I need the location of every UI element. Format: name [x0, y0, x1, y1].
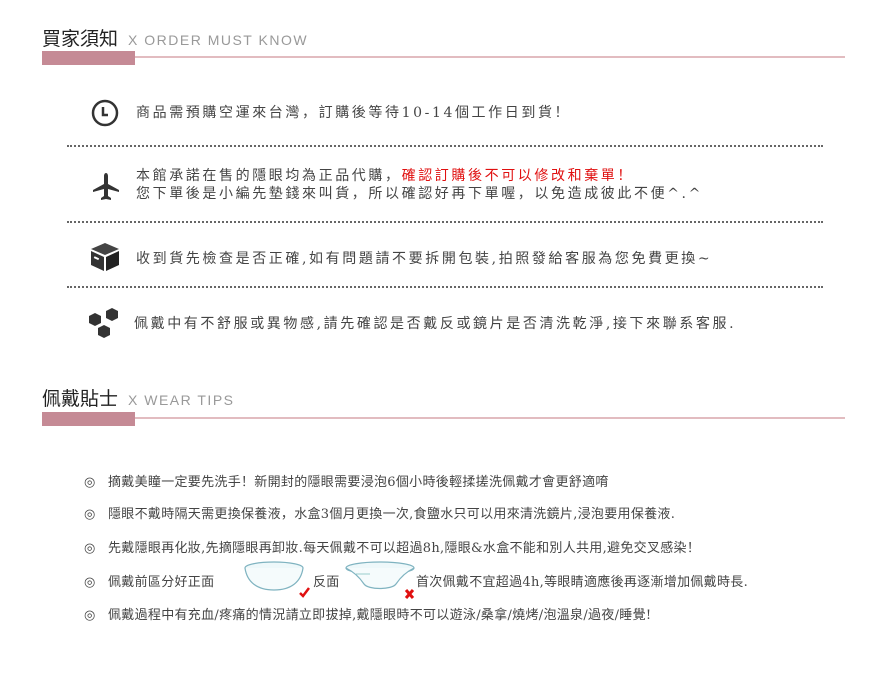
lens-front-correct-icon	[244, 561, 310, 598]
header-divider	[42, 56, 845, 58]
notice-text: 收到貨先檢查是否正確,如有問題請不要拆開包裝,拍照發給客服為您免費更換~	[136, 251, 713, 267]
notice-text-line2: 您下單後是小編先墊錢來叫貨，所以確認好再下單喔，以免造成彼此不便^.^	[136, 186, 703, 202]
dotted-divider	[67, 221, 823, 223]
section-header-wear-tips: 佩戴貼士 X WEAR TIPS	[42, 384, 235, 411]
tip-item: ◎ 佩戴過程中有充血/疼痛的情況請立即拔掉,戴隱眼時不可以遊泳/桑拿/燒烤/泡溫泉…	[84, 604, 651, 623]
bullet-icon: ◎	[84, 507, 96, 522]
section-subtitle: X WEAR TIPS	[128, 392, 235, 408]
tip-text: 佩戴過程中有充血/疼痛的情況請立即拔掉,戴隱眼時不可以遊泳/桑拿/燒烤/泡溫泉/…	[108, 608, 652, 623]
clock-icon	[91, 99, 119, 127]
bullet-icon: ◎	[84, 475, 96, 490]
tip-text: 隱眼不戴時隔天需更換保養液，水盒3個月更換一次,食鹽水只可以用來清洗鏡片,浸泡要…	[108, 507, 676, 522]
notice-text-part: 本館承諾在售的隱眼均為正品代購，	[136, 168, 402, 184]
section-header-order: 買家須知 X ORDER MUST KNOW	[42, 24, 308, 51]
warning-text: 確認訂購後不可以修改和棄單！	[401, 168, 635, 184]
boxes-icon	[89, 308, 118, 338]
header-accent-bar	[42, 412, 135, 426]
bullet-icon: ◎	[84, 541, 96, 556]
tip-text: 首次佩戴不宜超過4h,等眼睛適應後再逐漸增加佩戴時長.	[416, 575, 749, 590]
section-title: 買家須知	[42, 28, 119, 50]
tip-item: ◎ 摘戴美瞳一定要先洗手！新開封的隱眼需要浸泡6個小時後輕揉搓洗佩戴才會更舒適唷	[84, 471, 609, 490]
tip-item: ◎ 佩戴前區分好正面	[84, 571, 214, 590]
tip-text: 佩戴前區分好正面	[108, 575, 215, 590]
airplane-icon	[93, 173, 119, 200]
tip-text: 摘戴美瞳一定要先洗手！新開封的隱眼需要浸泡6個小時後輕揉搓洗佩戴才會更舒適唷	[108, 475, 609, 490]
section-title: 佩戴貼士	[42, 388, 119, 410]
tip-text: 先戴隱眼再化妝,先摘隱眼再卸妝.每天佩戴不可以超過8h,隱眼&水盒不能和別人共用…	[108, 541, 701, 556]
notice-text: 商品需預購空運來台灣，訂購後等待10-14個工作日到貨！	[136, 105, 572, 121]
tip-item: ◎ 隱眼不戴時隔天需更換保養液，水盒3個月更換一次,食鹽水只可以用來清洗鏡片,浸泡…	[84, 503, 675, 522]
notice-text: 本館承諾在售的隱眼均為正品代購，確認訂購後不可以修改和棄單！	[136, 165, 634, 185]
header-accent-bar	[42, 51, 135, 65]
tip-item: ◎ 先戴隱眼再化妝,先摘隱眼再卸妝.每天佩戴不可以超過8h,隱眼&水盒不能和別人共…	[84, 537, 700, 556]
dotted-divider	[67, 145, 823, 147]
header-divider	[42, 417, 845, 419]
dotted-divider	[67, 286, 823, 288]
notice-text: 佩戴中有不舒服或異物感,請先確認是否戴反或鏡片是否清洗乾淨,接下來聯系客服.	[134, 316, 737, 332]
bullet-icon: ◎	[84, 608, 96, 623]
lens-reverse-wrong-icon	[345, 561, 415, 599]
tip-text: 反面	[313, 575, 340, 590]
bullet-icon: ◎	[84, 575, 96, 590]
section-subtitle: X ORDER MUST KNOW	[128, 32, 309, 48]
box-icon	[91, 243, 119, 271]
